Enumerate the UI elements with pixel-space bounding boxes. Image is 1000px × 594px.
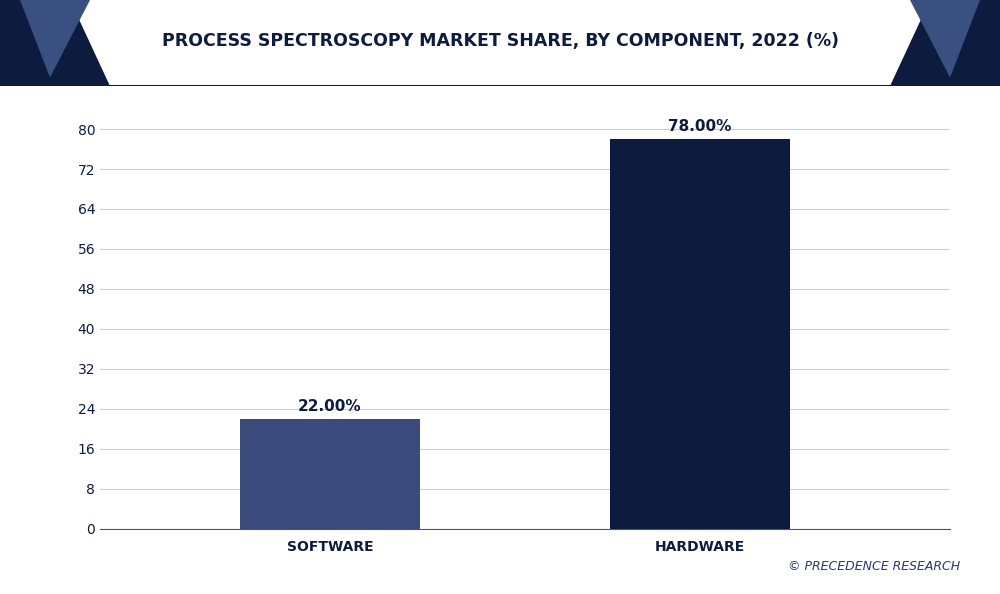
Polygon shape xyxy=(890,0,1000,86)
Text: 78.00%: 78.00% xyxy=(668,119,732,134)
Bar xyxy=(610,139,790,529)
Text: 22.00%: 22.00% xyxy=(298,399,362,414)
Polygon shape xyxy=(0,0,110,86)
Polygon shape xyxy=(20,0,90,78)
Polygon shape xyxy=(910,0,980,78)
Bar xyxy=(240,419,420,529)
Text: PROCESS SPECTROSCOPY MARKET SHARE, BY COMPONENT, 2022 (%): PROCESS SPECTROSCOPY MARKET SHARE, BY CO… xyxy=(162,32,838,50)
Text: © PRECEDENCE RESEARCH: © PRECEDENCE RESEARCH xyxy=(788,560,960,573)
